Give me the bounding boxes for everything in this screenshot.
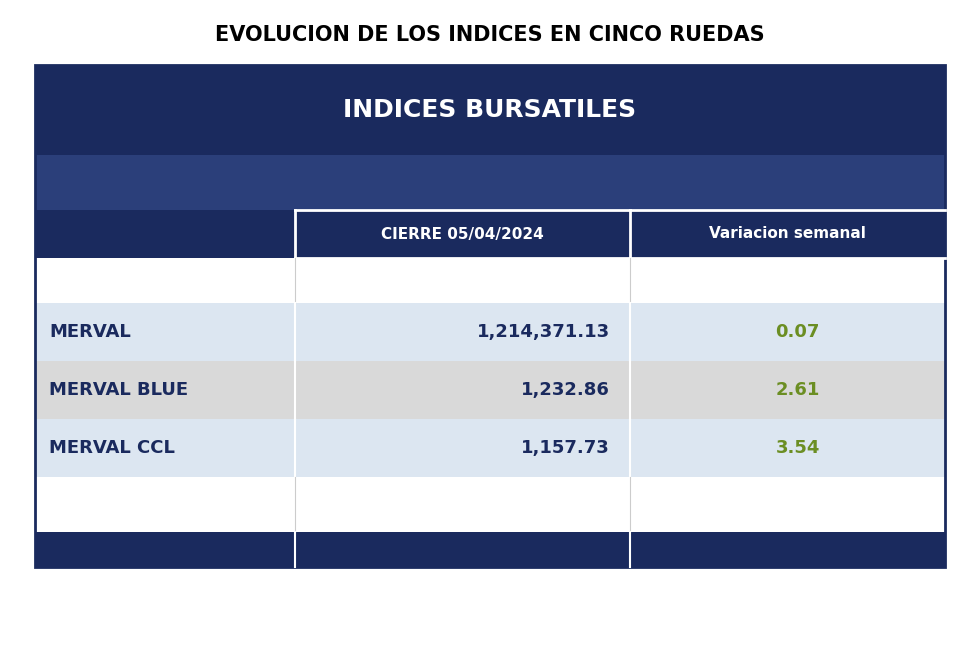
Text: 1,232.86: 1,232.86 <box>521 381 610 399</box>
Bar <box>35 477 945 532</box>
Text: CIERRE 05/04/2024: CIERRE 05/04/2024 <box>381 226 544 242</box>
Bar <box>35 65 945 567</box>
Bar <box>630 419 945 477</box>
Bar <box>630 210 945 258</box>
Bar <box>295 303 630 361</box>
Text: 3.54: 3.54 <box>775 439 819 457</box>
Bar <box>35 361 295 419</box>
Text: 1,214,371.13: 1,214,371.13 <box>477 323 610 341</box>
Bar <box>35 419 295 477</box>
Bar <box>35 532 945 567</box>
Bar <box>295 419 630 477</box>
Bar <box>35 155 945 210</box>
Text: 2.61: 2.61 <box>775 381 819 399</box>
Text: INDICES BURSATILES: INDICES BURSATILES <box>343 98 637 122</box>
Bar <box>295 361 630 419</box>
Text: 0.07: 0.07 <box>775 323 819 341</box>
Text: EVOLUCION DE LOS INDICES EN CINCO RUEDAS: EVOLUCION DE LOS INDICES EN CINCO RUEDAS <box>216 25 764 45</box>
Bar <box>295 210 630 258</box>
Bar <box>630 303 945 361</box>
Text: MERVAL BLUE: MERVAL BLUE <box>49 381 188 399</box>
Bar <box>35 303 295 361</box>
Text: MERVAL: MERVAL <box>49 323 130 341</box>
Bar <box>35 65 945 155</box>
Text: Variacion semanal: Variacion semanal <box>710 226 866 242</box>
Bar <box>630 361 945 419</box>
Text: 1,157.73: 1,157.73 <box>521 439 610 457</box>
Text: MERVAL CCL: MERVAL CCL <box>49 439 174 457</box>
Bar <box>35 210 295 258</box>
Bar <box>35 258 945 303</box>
